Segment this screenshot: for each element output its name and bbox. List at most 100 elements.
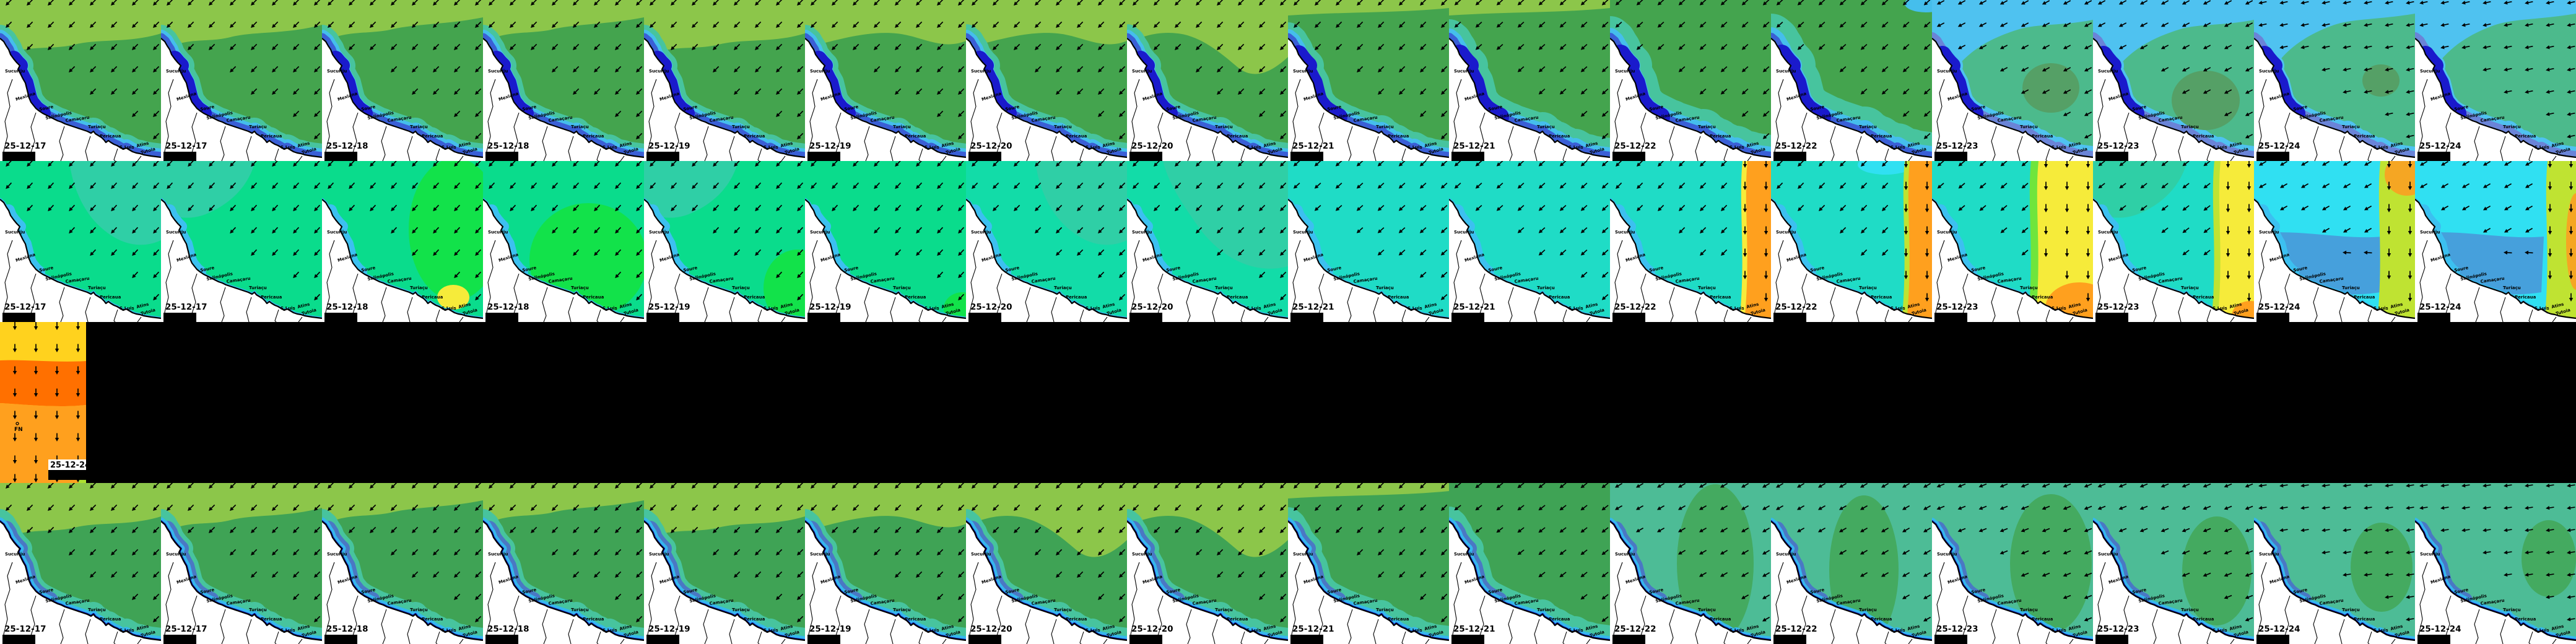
map-tile-r1-c7[interactable]: Sucuriju Mexiana Soure Salinópolis Camaçaru T… [966, 0, 1127, 161]
tile-date-label: 25-12-18 [487, 624, 529, 634]
place-name-label: Sucuriju [1776, 69, 1796, 74]
map-tile-r4-c16[interactable]: Sucuriju Mexiana Soure Salinópolis Camaçaru T… [2415, 483, 2576, 644]
tile-time-label: 09:00h [649, 153, 678, 162]
map-tile-r2-c15[interactable]: Sucuriju Mexiana Soure Salinópolis Camaçaru T… [2254, 161, 2415, 322]
place-name-label: Sucuriju [488, 552, 508, 557]
map-tile-r1-c1[interactable]: Sucuriju Mexiana Soure Salinópolis Camaçaru T… [0, 0, 161, 161]
map-tile-r2-c16[interactable]: Sucuriju Mexiana Soure Salinópolis Camaçaru T… [2415, 161, 2576, 322]
map-tile-r4-c7[interactable]: Sucuriju Mexiana Soure Salinópolis Camaçaru T… [966, 483, 1127, 644]
vertical-color-band [2217, 161, 2254, 322]
coastline [1771, 199, 1932, 320]
map-tile-r1-c10[interactable]: Sucuriju Mexiana Soure Salinópolis Camaçaru T… [1449, 0, 1610, 161]
place-name-label: Sucuriju [971, 552, 991, 557]
wind-arrows [1454, 483, 1609, 622]
wind-arrows [650, 161, 804, 301]
tile-time-label: 15:00h [1776, 314, 1805, 323]
map-tile-r2-c8[interactable]: Sucuriju Mexiana Soure Salinópolis Camaçaru T… [1127, 161, 1288, 322]
map-thumbnail: SucurijuMexianaSoureSalinópolisCamaçaruT… [1932, 483, 2093, 644]
map-tile-r2-c3[interactable]: Sucuriju Mexiana Soure Salinópolis Camaçaru T… [322, 161, 483, 322]
land-mass [2093, 521, 2254, 644]
tile-timestamp: 25-12-20 09:00h [968, 624, 1012, 644]
time-box [2417, 635, 2450, 644]
date-box [48, 459, 86, 470]
map-tile-r2-c11[interactable]: Sucuriju Mexiana Soure Salinópolis Camaçaru T… [1610, 161, 1771, 322]
place-name-label: Pericaua [2354, 134, 2375, 139]
tile-time-label: 15:00h [2098, 314, 2127, 323]
map-tile-r2-c13[interactable]: Sucuriju Mexiana Soure Salinópolis Camaçaru T… [1932, 161, 2093, 322]
tile-date-label: 25-12-21 [1453, 624, 1495, 634]
map-tile-r1-c11[interactable]: Sucuriju Mexiana Soure Salinópolis Camaçaru T… [1610, 0, 1771, 161]
sea-color-region [0, 360, 86, 406]
place-name-label: Pericaua [2193, 295, 2214, 300]
tile-time-label: 09:00h [971, 153, 1000, 162]
place-name-label: Pericaua [2032, 617, 2053, 622]
map-tile-r1-c8[interactable]: Sucuriju Mexiana Soure Salinópolis Camaçaru T… [1127, 0, 1288, 161]
tile-date-label: 25-12-24 [2419, 624, 2461, 634]
map-tile-r1-c13[interactable]: Sucuriju Mexiana Soure Salinópolis Camaçaru T… [1932, 0, 2093, 161]
map-tile-r2-c10[interactable]: Sucuriju Mexiana Soure Salinópolis Camaçaru T… [1449, 161, 1610, 322]
map-tile-r2-c5[interactable]: Sucuriju Mexiana Soure Salinópolis Camaçaru T… [644, 161, 805, 322]
map-tile-r4-c8[interactable]: Sucuriju Mexiana Soure Salinópolis Camaçaru T… [1127, 483, 1288, 644]
map-tile-r2-c6[interactable]: Sucuriju Mexiana Soure Salinópolis Camaçaru T… [805, 161, 966, 322]
place-name-label: Sucuriju [5, 552, 25, 557]
map-tile-r4-c11[interactable]: Sucuriju Mexiana Soure Salinópolis Camaçaru T… [1610, 483, 1771, 644]
map-tile-r1-c3[interactable]: Sucuriju Mexiana Soure Salinópolis Camaçaru T… [322, 0, 483, 161]
map-tile-r1-c9[interactable]: Sucuriju Mexiana Soure Salinópolis Camaçaru T… [1288, 0, 1449, 161]
coastline [1127, 199, 1288, 320]
coastline [805, 199, 966, 320]
map-tile-r4-c14[interactable]: Sucuriju Mexiana Soure Salinópolis Camaçaru T… [2093, 483, 2254, 644]
map-tile-r4-c3[interactable]: Sucuriju Mexiana Soure Salinópolis Camaçaru T… [322, 483, 483, 644]
map-tile-r1-c6[interactable]: Sucuriju Mexiana Soure Salinópolis Camaçaru T… [805, 0, 966, 161]
rivers [2257, 562, 2396, 644]
place-name-label: Turiaçu [1376, 124, 1394, 129]
wind-arrows [1936, 0, 2092, 139]
map-tile-r4-c2[interactable]: Sucuriju Mexiana Soure Salinópolis Camaçaru T… [161, 483, 322, 644]
map-tile-r4-c10[interactable]: Sucuriju Mexiana Soure Salinópolis Camaçaru T… [1449, 483, 1610, 644]
map-tile-r2-c2[interactable]: Sucuriju Mexiana Soure Salinópolis Camaçaru T… [161, 161, 322, 322]
place-name-label: Turiaçu [1537, 285, 1555, 290]
map-tile-r2-c9[interactable]: Sucuriju Mexiana Soure Salinópolis Camaçaru T… [1288, 161, 1449, 322]
map-tile-r4-c15[interactable]: Sucuriju Mexiana Soure Salinópolis Camaçaru T… [2254, 483, 2415, 644]
map-tile-r4-c12[interactable]: Sucuriju Mexiana Soure Salinópolis Camaçaru T… [1771, 483, 1932, 644]
map-tile-r4-c5[interactable]: Sucuriju Mexiana Soure Salinópolis Camaçaru T… [644, 483, 805, 644]
time-box [646, 313, 679, 322]
tile-time-label: 15:00h [1776, 153, 1805, 162]
wind-arrows [489, 483, 643, 622]
map-thumbnail: SucurijuMexianaSoureSalinópolisCamaçaruT… [644, 161, 805, 322]
map-tile-r2-c7[interactable]: Sucuriju Mexiana Soure Salinópolis Camaçaru T… [966, 161, 1127, 322]
map-tile-r2-c4[interactable]: Sucuriju Mexiana Soure Salinópolis Camaçaru T… [483, 161, 644, 322]
map-thumbnail: SucurijuMexianaSoureSalinópolisCamaçaruT… [2415, 483, 2576, 644]
place-name-label: Turiaçu [1376, 285, 1394, 290]
map-thumbnail: SucurijuMexianaSoureSalinópolisCamaçaruT… [483, 161, 644, 322]
tile-time-label: 15:00h [488, 636, 517, 644]
time-box [2095, 313, 2128, 322]
place-name-label: Sucuriju [1132, 230, 1152, 235]
map-tile-r1-c4[interactable]: Sucuriju Mexiana Soure Salinópolis Camaçaru T… [483, 0, 644, 161]
map-tile-r2-c14[interactable]: Sucuriju Mexiana Soure Salinópolis Camaçaru T… [2093, 161, 2254, 322]
sea-color-blob [2182, 516, 2252, 625]
tile-timestamp: 25-12-19 09:00h [646, 624, 690, 644]
map-tile-r1-c16[interactable]: Sucuriju Mexiana Soure Salinópolis Camaçaru T… [2415, 0, 2576, 161]
map-tile-r4-c4[interactable]: Sucuriju Mexiana Soure Salinópolis Camaçaru T… [483, 483, 644, 644]
wind-arrows [2419, 161, 2574, 302]
map-tile-r4-c6[interactable]: Sucuriju Mexiana Soure Salinópolis Camaçaru T… [805, 483, 966, 644]
map-tile-r4-c1[interactable]: Sucuriju Mexiana Soure Salinópolis Camaçaru T… [0, 483, 161, 644]
map-tile-r1-c14[interactable]: Sucuriju Mexiana Soure Salinópolis Camaçaru T… [2093, 0, 2254, 161]
place-name-label: Sucuriju [5, 230, 25, 235]
tile-time-label: 15:00h [488, 153, 517, 162]
land-mass [644, 521, 805, 644]
map-tile-r2-c1[interactable]: Sucuriju Mexiana Soure Salinópolis Camaçaru T… [0, 161, 161, 322]
map-tile-r1-c15[interactable]: Sucuriju Mexiana Soure Salinópolis Camaçaru T… [2254, 0, 2415, 161]
map-tile-r4-c9[interactable]: Sucuriju Mexiana Soure Salinópolis Camaçaru T… [1288, 483, 1449, 644]
place-name-label: Turiaçu [1054, 285, 1072, 290]
fn-location-label: FN [14, 427, 23, 433]
map-tile-r4-c13[interactable]: Sucuriju Mexiana Soure Salinópolis Camaçaru T… [1932, 483, 2093, 644]
place-name-label: Pericaua [1710, 134, 1731, 139]
map-tile-r1-c5[interactable]: Sucuriju Mexiana Soure Salinópolis Camaçaru T… [644, 0, 805, 161]
place-name-label: S.Luis [442, 628, 456, 633]
map-tile-r2-c12[interactable]: Sucuriju Mexiana Soure Salinópolis Camaçaru T… [1771, 161, 1932, 322]
map-tile-r3-c1[interactable]: FN 25-12-2416:00h [0, 322, 86, 483]
place-name-label: Sucuriju [1132, 552, 1152, 557]
map-tile-r1-c2[interactable]: Sucuriju Mexiana Soure Salinópolis Camaçaru T… [161, 0, 322, 161]
map-tile-r1-c12[interactable]: Sucuriju Mexiana Soure Salinópolis Camaçaru T… [1771, 0, 1932, 161]
